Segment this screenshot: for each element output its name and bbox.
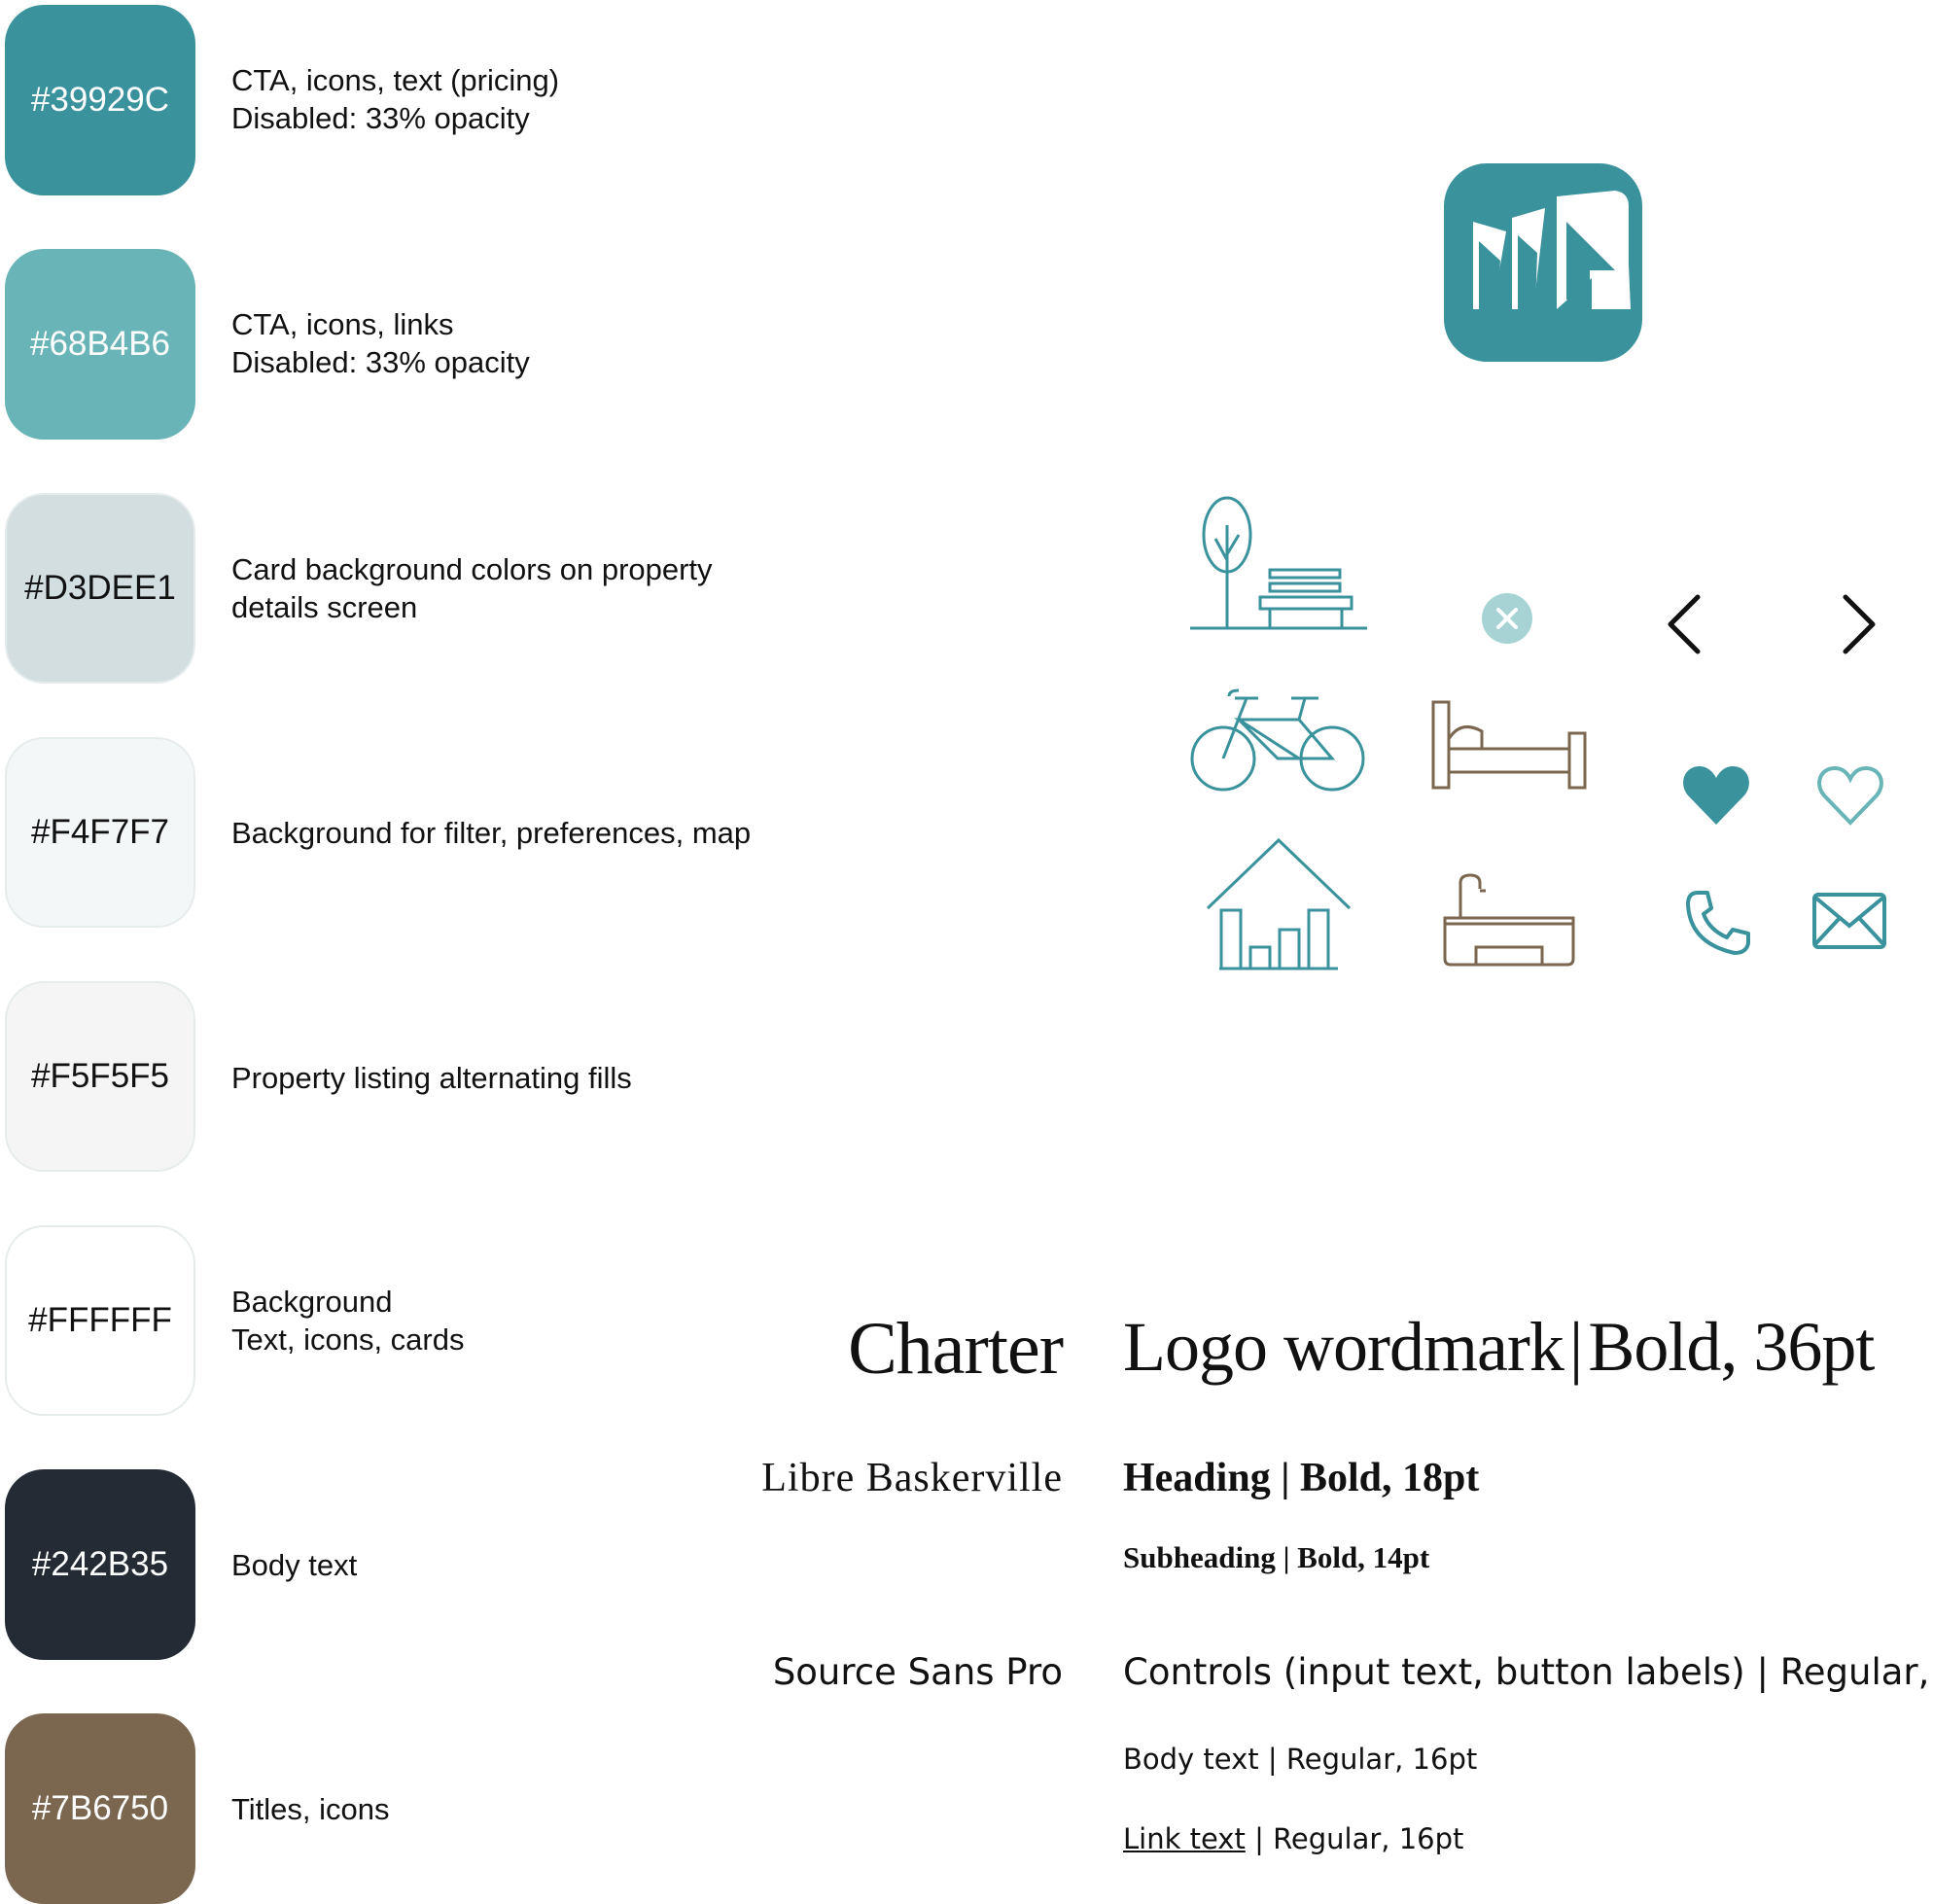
park-bench-icon xyxy=(1188,496,1369,634)
app-logo-icon xyxy=(1444,163,1642,362)
swatch-hex-label: #242B35 xyxy=(31,1545,169,1583)
swatch-usage-line: Background xyxy=(231,1285,393,1319)
spec-separator: | xyxy=(1283,1540,1290,1574)
chevron-right-icon[interactable] xyxy=(1842,594,1877,654)
swatch-hex-label: #F5F5F5 xyxy=(31,1057,169,1095)
swatch-hex-label: #7B6750 xyxy=(31,1789,169,1827)
swatch-usage-line: Body text xyxy=(231,1548,358,1582)
spec-label: Subheading xyxy=(1123,1540,1276,1574)
swatch-usage-line: CTA, icons, links xyxy=(231,307,454,341)
mail-icon[interactable] xyxy=(1812,893,1886,949)
spec-separator: | xyxy=(1756,1651,1769,1693)
swatch-description: Body text xyxy=(231,1546,357,1584)
heart-filled-icon[interactable] xyxy=(1682,764,1750,827)
swatch-brown: #7B6750 xyxy=(5,1713,195,1904)
chevron-left-icon[interactable] xyxy=(1667,594,1702,654)
swatch-usage-line: Text, icons, cards xyxy=(231,1322,465,1357)
swatch-description: CTA, icons, links Disabled: 33% opacity xyxy=(231,305,530,381)
house-icon xyxy=(1206,837,1352,970)
swatch-usage-line: Titles, icons xyxy=(231,1792,390,1826)
spec-detail: Bold, 36pt xyxy=(1588,1308,1875,1386)
swatch-body-ink: #242B35 xyxy=(5,1469,195,1660)
typography-spec-body: Body text | Regular, 16pt xyxy=(1123,1743,1477,1776)
swatch-hex-label: #F4F7F7 xyxy=(31,813,169,851)
bathtub-icon xyxy=(1441,873,1577,967)
swatch-filter-bg: #F4F7F7 xyxy=(5,737,195,928)
font-name-source-sans: Source Sans Pro xyxy=(772,1651,1063,1693)
swatch-usage-line: Disabled: 33% opacity xyxy=(231,345,530,379)
font-name-charter: Charter xyxy=(848,1308,1064,1390)
spec-separator: | xyxy=(1281,1456,1290,1500)
swatch-description: Titles, icons xyxy=(231,1790,390,1828)
spec-label: Logo wordmark xyxy=(1123,1308,1564,1386)
clear-circle-icon[interactable] xyxy=(1482,593,1532,644)
bicycle-icon xyxy=(1190,683,1365,793)
spec-label: Body text xyxy=(1123,1743,1259,1776)
typography-spec-logo: Logo wordmark|Bold, 36pt xyxy=(1123,1307,1875,1388)
spec-detail: Bold, 14pt xyxy=(1297,1540,1430,1574)
swatch-hex-label: #68B4B6 xyxy=(29,325,171,363)
phone-icon[interactable] xyxy=(1686,891,1750,955)
spec-detail: Regular, 20pt xyxy=(1779,1651,1933,1693)
swatch-usage-line: Disabled: 33% opacity xyxy=(231,101,530,135)
spec-label: Heading xyxy=(1123,1456,1271,1500)
spec-separator: | xyxy=(1254,1822,1264,1855)
swatch-white: #FFFFFF xyxy=(5,1225,195,1416)
swatch-teal: #39929C xyxy=(5,5,195,195)
typography-spec-heading: Heading | Bold, 18pt xyxy=(1123,1455,1479,1501)
swatch-teal-light: #68B4B6 xyxy=(5,249,195,440)
spec-detail: Regular, 16pt xyxy=(1285,1743,1478,1776)
swatch-usage-line: Property listing alternating fills xyxy=(231,1061,632,1095)
swatch-description: Background for filter, preferences, map xyxy=(231,814,751,852)
typography-spec-controls: Controls (input text, button labels) | R… xyxy=(1123,1651,1933,1693)
swatch-hex-label: #FFFFFF xyxy=(28,1301,172,1339)
swatch-usage-line: details screen xyxy=(231,590,418,624)
swatch-hex-label: #D3DEE1 xyxy=(24,569,176,607)
swatch-usage-line: CTA, icons, text (pricing) xyxy=(231,63,560,97)
typography-spec-subheading: Subheading | Bold, 14pt xyxy=(1123,1540,1429,1575)
typography-spec-link: Link text | Regular, 16pt xyxy=(1123,1822,1463,1855)
spec-detail: Bold, 18pt xyxy=(1299,1456,1480,1500)
swatch-description: Card background colors on property detai… xyxy=(231,550,713,626)
swatch-listing-fill: #F5F5F5 xyxy=(5,981,195,1172)
swatch-usage-line: Background for filter, preferences, map xyxy=(231,816,752,850)
spec-label: Controls (input text, button labels) xyxy=(1123,1651,1745,1693)
spec-separator: | xyxy=(1568,1308,1583,1386)
swatch-description: CTA, icons, text (pricing) Disabled: 33%… xyxy=(231,61,559,137)
heart-outline-icon[interactable] xyxy=(1816,764,1884,827)
swatch-usage-line: Card background colors on property xyxy=(231,552,713,586)
spec-separator: | xyxy=(1267,1743,1278,1776)
bed-icon xyxy=(1431,700,1587,790)
font-name-baskerville: Libre Baskerville xyxy=(761,1456,1063,1500)
swatch-description: Property listing alternating fills xyxy=(231,1059,632,1097)
swatch-card-grey: #D3DEE1 xyxy=(5,493,195,684)
swatch-description: Background Text, icons, cards xyxy=(231,1283,464,1358)
link-text-sample[interactable]: Link text xyxy=(1123,1822,1246,1855)
spec-detail: Regular, 16pt xyxy=(1273,1822,1464,1855)
swatch-hex-label: #39929C xyxy=(30,81,170,119)
